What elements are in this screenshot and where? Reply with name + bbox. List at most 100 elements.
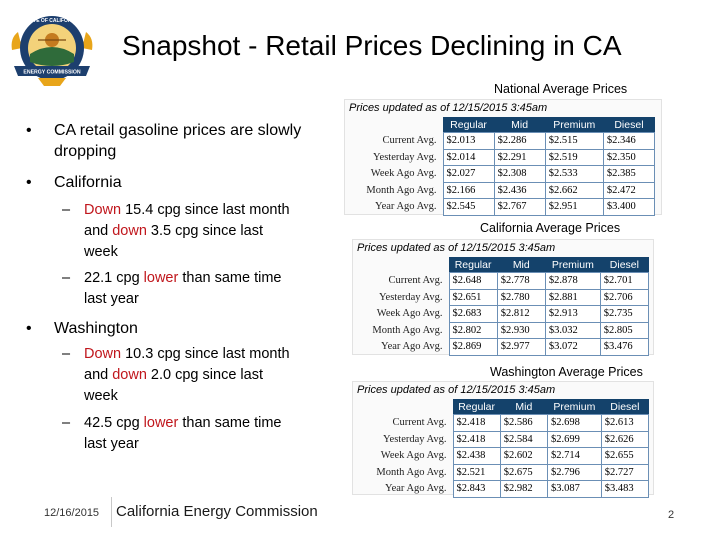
bullet-california: • California: [26, 172, 122, 193]
price-cell: $2.472: [602, 182, 656, 199]
price-cell: $2.385: [602, 165, 656, 183]
col-header: Premium: [545, 257, 601, 273]
sub-text-red: Down: [84, 202, 122, 218]
row-label: Current Avg.: [392, 417, 447, 429]
col-header: Diesel: [600, 257, 649, 273]
row-label: Week Ago Avg.: [380, 450, 447, 462]
price-cell: $2.586: [499, 414, 548, 432]
national-prices-panel: Prices updated as of 12/15/2015 3:45am R…: [344, 99, 662, 216]
slide-title: Snapshot - Retail Prices Declining in CA: [122, 30, 622, 61]
price-cell: $2.706: [599, 289, 650, 306]
table-row: Yesterday Avg. $2.418 $2.584 $2.699 $2.626: [357, 431, 650, 448]
price-cell: $2.651: [448, 289, 498, 306]
table-row: Month Ago Avg. $2.521 $2.675 $2.796 $2.727: [357, 464, 650, 481]
sub-text-post2: 3.5 cpg since last week: [84, 223, 263, 260]
price-cell: $2.291: [493, 149, 546, 166]
price-cell: $2.613: [600, 414, 650, 432]
bullet-dot-icon: •: [26, 122, 32, 139]
table-row: Month Ago Avg. $2.802 $2.930 $3.032 $2.805: [357, 322, 650, 339]
col-header: Mid: [497, 257, 546, 273]
price-cell: $3.087: [546, 480, 602, 498]
bullet-dot-icon: •: [26, 174, 32, 191]
price-cell: $2.655: [600, 447, 650, 465]
col-header: Mid: [494, 117, 546, 133]
price-cell: $2.951: [544, 198, 604, 216]
row-label: Current Avg.: [382, 135, 437, 147]
table-row: Week Ago Avg. $2.683 $2.812 $2.913 $2.735: [357, 305, 650, 323]
table-row: Month Ago Avg. $2.166 $2.436 $2.662 $2.472: [349, 182, 656, 199]
price-cell: $2.436: [493, 182, 546, 199]
price-cell: $2.780: [496, 289, 546, 306]
price-cell: $2.027: [442, 165, 495, 183]
row-label: Yesterday Avg.: [383, 433, 447, 445]
row-label: Year Ago Avg.: [375, 201, 437, 213]
row-label: Week Ago Avg.: [376, 308, 443, 320]
california-updated: Prices updated as of 12/15/2015 3:45am: [357, 242, 556, 254]
row-label: Month Ago Avg.: [366, 184, 437, 196]
table-body: Current Avg. $2.648 $2.778 $2.878 $2.701 Yest…: [357, 272, 650, 356]
row-label: Week Ago Avg.: [370, 168, 437, 180]
price-cell: $2.982: [499, 480, 548, 498]
dash-icon: –: [62, 415, 71, 431]
price-cell: $2.286: [493, 132, 546, 150]
bullet-text: California: [54, 174, 122, 191]
row-label: Year Ago Avg.: [385, 483, 447, 495]
price-cell: $2.699: [546, 431, 602, 448]
price-cell: $3.483: [600, 480, 650, 498]
price-cell: $3.400: [602, 198, 656, 216]
price-cell: $2.308: [493, 165, 546, 183]
bullet-dot-icon: •: [26, 320, 32, 337]
row-label: Month Ago Avg.: [376, 466, 447, 478]
sub-text-red: lower: [143, 415, 179, 431]
col-header: Regular: [443, 117, 495, 133]
sub-bullet-wa-month: – Down 10.3 cpg since last month and dow…: [62, 344, 300, 407]
price-cell: $2.648: [448, 272, 498, 290]
price-cell: $2.977: [496, 338, 546, 356]
price-cell: $2.602: [499, 447, 548, 465]
dash-icon: –: [62, 202, 71, 218]
price-cell: $2.166: [442, 182, 495, 199]
price-cell: $3.072: [544, 338, 601, 356]
price-cell: $2.701: [599, 272, 650, 290]
price-cell: $2.626: [600, 431, 650, 448]
col-header: Regular: [449, 257, 498, 273]
national-updated: Prices updated as of 12/15/2015 3:45am: [349, 102, 548, 114]
bullet-text: Washington: [54, 320, 138, 337]
table-row: Week Ago Avg. $2.438 $2.602 $2.714 $2.655: [357, 447, 650, 465]
price-cell: $2.881: [544, 289, 601, 306]
sub-text-red2: down: [112, 367, 147, 383]
table-body: Current Avg. $2.013 $2.286 $2.515 $2.346 Yest…: [349, 132, 656, 216]
sub-text-red: lower: [143, 270, 179, 286]
california-prices-table: Regular Mid Premium Diesel Current Avg. $…: [357, 257, 650, 356]
col-header: Diesel: [601, 399, 649, 415]
sub-text-post: than same time last year: [84, 270, 282, 307]
footer-organization: California Energy Commission: [116, 503, 318, 520]
price-cell: $2.346: [602, 132, 656, 150]
price-cell: $2.675: [499, 464, 548, 481]
price-cell: $2.519: [544, 149, 604, 166]
price-cell: $2.438: [452, 447, 501, 465]
california-prices-panel: Prices updated as of 12/15/2015 3:45am R…: [352, 239, 654, 356]
seal-icon: STATE OF CALIFORNIA ENERGY COMMISSION: [11, 16, 93, 86]
col-header: Mid: [500, 399, 548, 415]
row-label: Yesterday Avg.: [379, 291, 443, 303]
price-cell: $2.843: [452, 480, 501, 498]
sub-text-pre: 22.1 cpg: [84, 270, 144, 286]
california-heading: California Average Prices: [480, 221, 621, 235]
sub-bullet-ca-month: – Down 15.4 cpg since last month and dow…: [62, 200, 300, 263]
price-cell: $2.796: [546, 464, 602, 481]
col-header: Diesel: [603, 117, 655, 133]
sub-text-post: 10.3 cpg since last month and: [84, 346, 290, 383]
dash-icon: –: [62, 270, 71, 286]
price-cell: $2.767: [493, 198, 546, 216]
row-label: Current Avg.: [388, 275, 443, 287]
table-body: Current Avg. $2.418 $2.586 $2.698 $2.613 Yest…: [357, 414, 650, 498]
dash-icon: –: [62, 346, 71, 362]
table-row: Yesterday Avg. $2.014 $2.291 $2.519 $2.350: [349, 149, 656, 166]
washington-prices-table: Regular Mid Premium Diesel Current Avg. $…: [357, 399, 650, 498]
bullet-ca-prices: • CA retail gasoline prices are slowly d…: [26, 120, 304, 162]
price-cell: $2.778: [496, 272, 546, 290]
national-heading: National Average Prices: [494, 82, 628, 96]
table-row: Year Ago Avg. $2.869 $2.977 $3.072 $3.476: [357, 338, 650, 356]
price-cell: $2.418: [452, 414, 501, 432]
